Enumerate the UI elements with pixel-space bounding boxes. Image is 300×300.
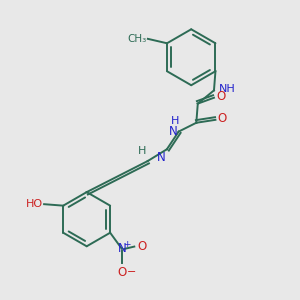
Text: N: N (157, 151, 165, 164)
Text: N: N (168, 124, 177, 137)
Text: O: O (117, 266, 127, 279)
Text: O: O (137, 240, 146, 253)
Text: O: O (216, 90, 226, 104)
Text: O: O (218, 112, 227, 125)
Text: H: H (171, 116, 179, 126)
Text: HO: HO (26, 199, 43, 209)
Text: CH₃: CH₃ (127, 34, 146, 44)
Text: N: N (118, 242, 126, 255)
Text: H: H (138, 146, 146, 156)
Text: +: + (124, 240, 131, 249)
Text: NH: NH (219, 84, 236, 94)
Text: −: − (127, 268, 136, 278)
